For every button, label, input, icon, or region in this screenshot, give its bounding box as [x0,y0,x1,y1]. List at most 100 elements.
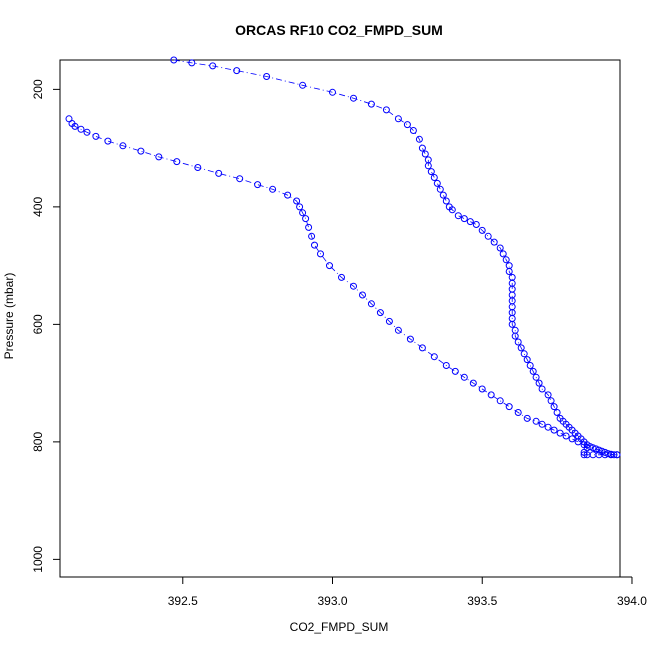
y-tick-label: 800 [31,432,45,452]
data-point [442,197,450,205]
y-tick-label: 200 [31,79,45,99]
data-point [538,385,546,393]
data-point [293,197,301,205]
data-point [574,438,582,446]
data-point [538,420,546,428]
data-point [305,223,313,231]
data-point [350,94,357,102]
data-point [77,125,85,133]
data-point [511,332,519,340]
data-point [308,232,316,240]
y-tick-label: 600 [31,314,45,334]
data-point [394,115,402,123]
data-point [544,423,552,431]
data-point [409,127,417,134]
data-point [317,250,324,258]
data-point [367,300,375,308]
data-point [137,147,145,155]
data-point [119,142,127,150]
y-tick-label: 400 [31,197,45,217]
data-point [454,212,462,220]
data-point [514,338,522,346]
data-point [233,67,241,75]
data-point [311,241,318,249]
data-point [382,106,390,114]
data-point [418,344,426,352]
data-point [302,215,310,223]
data-point [155,153,163,161]
x-tick-label: 394.0 [617,594,647,608]
data-point [499,250,507,258]
data-point [514,409,522,416]
series-line [68,118,617,456]
data-point [418,144,426,152]
data-point [508,303,516,311]
data-point [427,168,435,176]
data-point [376,309,384,317]
data-point [553,409,561,416]
data-point [299,209,307,217]
data-point [439,191,447,199]
data-point [466,218,474,226]
data-point [451,367,459,375]
data-point [550,403,558,411]
data-point [254,181,262,189]
data-point [338,273,345,281]
data-point [170,56,178,64]
data-point [296,203,304,211]
chart-title: ORCAS RF10 CO2_FMPD_SUM [235,22,443,38]
data-point [580,441,588,449]
data-point [478,226,486,234]
data-point [547,397,555,405]
x-tick-label: 393.5 [467,594,497,608]
data-point [526,362,534,369]
y-axis-label: Pressure (mbar) [2,273,16,360]
data-point [448,206,456,214]
data-point [299,81,307,89]
data-point [188,59,196,67]
data-point [487,391,495,399]
data-point [284,191,292,199]
data-point [460,215,468,223]
data-point [544,391,552,399]
y-axis: 200 400 600 800 1000 [31,79,60,573]
data-point [550,426,558,434]
data-point [523,356,531,364]
data-point [329,88,336,96]
data-point [535,379,543,387]
data-point [478,385,486,393]
data-point [350,282,357,290]
data-point [562,432,570,440]
data-point [424,162,432,170]
data-point [430,353,438,361]
y-tick-label: 1000 [31,546,45,573]
x-tick-label: 392.5 [168,594,198,608]
data-point [496,397,504,405]
data-point [209,62,217,70]
data-point [502,256,510,264]
data-point [517,344,525,352]
x-axis: 392.5 393.0 393.5 394.0 [168,576,647,608]
data-point [104,137,112,145]
data-point [367,100,375,108]
data-point [92,132,100,140]
data-point [505,403,513,411]
data-point [460,373,468,381]
data-point [508,320,516,328]
data-point [520,350,528,358]
data-point [505,262,513,270]
data-point [490,238,498,246]
data-point [532,417,540,425]
data-point [505,268,513,275]
data-point [532,373,540,381]
data-point [469,379,477,387]
data-point [568,435,576,443]
data-point [556,429,564,437]
data-point [65,115,73,123]
data-point [173,158,181,166]
data-point [415,135,423,143]
data-point [433,179,441,187]
data-point [523,414,531,422]
data-point [436,185,444,193]
